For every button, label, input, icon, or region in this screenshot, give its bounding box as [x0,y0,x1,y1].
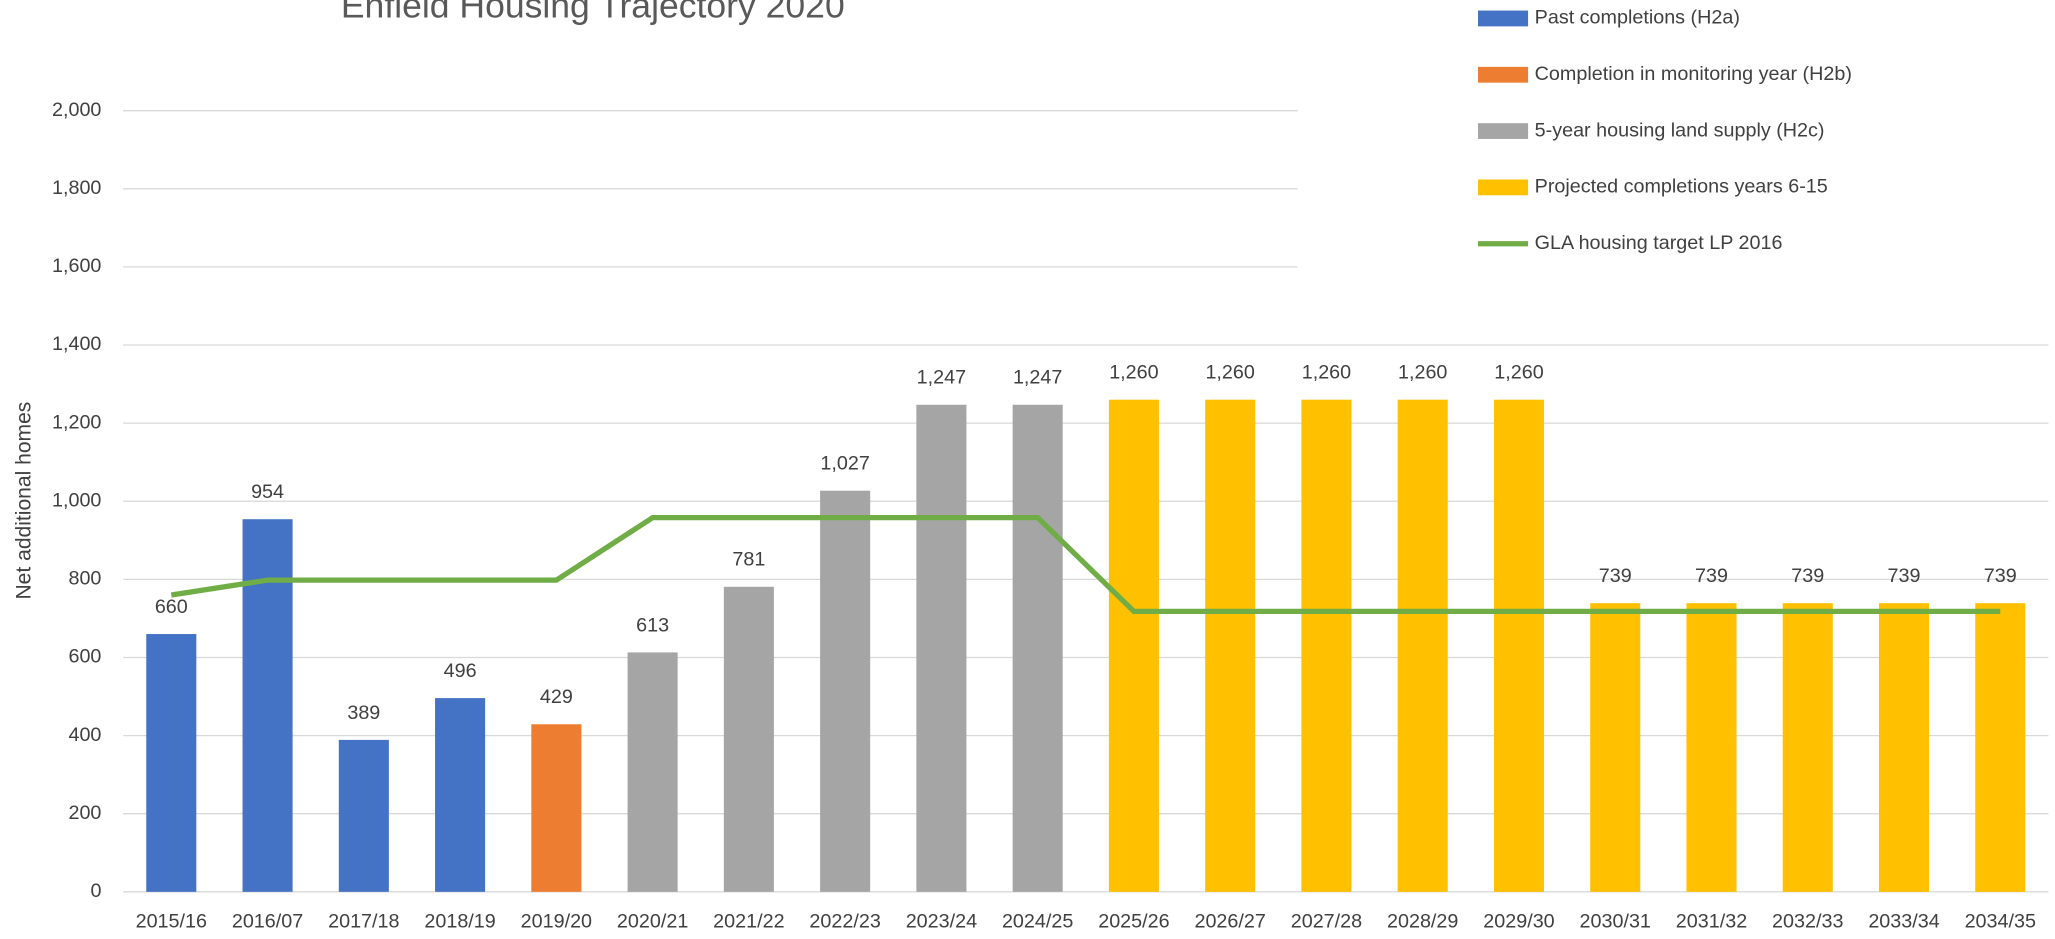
x-tick-label: 2016/07 [232,910,303,932]
chart-title: Enfield Housing Trajectory 2020 [341,0,845,25]
bar [242,519,293,892]
bar [723,586,774,892]
legend-label: Projected completions years 6-15 [1535,176,1828,198]
bar [1686,603,1737,892]
bar [1205,399,1256,892]
data-label: 781 [732,549,765,571]
x-tick-label: 2019/20 [521,910,592,932]
data-label: 954 [251,481,284,503]
x-tick-label: 2027/28 [1291,910,1362,932]
data-label: 660 [155,596,188,618]
bar [1108,399,1159,892]
data-label: 1,247 [1013,367,1062,389]
legend-swatch [1478,123,1529,139]
data-label: 613 [636,614,669,636]
data-label: 1,260 [1205,362,1254,384]
legend-background [1297,0,2055,297]
marks: 660 954 389 496 429 613 781 1,027 1,247 1,247 1,26… [146,362,2026,892]
bar [1590,603,1641,892]
x-tick-label: 2028/29 [1387,910,1458,932]
y-tick-label: 1,200 [52,411,101,433]
x-tick-label: 2015/16 [136,910,207,932]
data-label: 1,260 [1109,362,1158,384]
x-tick-label: 2024/25 [1002,910,1073,932]
bar [916,404,967,892]
x-tick-label: 2026/27 [1194,910,1265,932]
x-tick-label: 2025/26 [1098,910,1169,932]
legend-swatch [1478,10,1529,27]
x-tick-label: 2029/30 [1483,910,1554,932]
x-tick-label: 2034/35 [1965,910,2036,932]
y-tick-label: 1,400 [52,333,101,355]
legend-label: 5-year housing land supply (H2c) [1535,119,1825,141]
x-tick-label: 2031/32 [1676,910,1747,932]
bar [1975,603,2026,892]
bar [1493,399,1544,892]
bar [1878,603,1930,892]
bar [820,490,871,892]
x-tick-label: 2021/22 [713,910,784,932]
data-label: 739 [1695,565,1728,587]
x-tick-label: 2022/23 [809,910,880,932]
y-tick-label: 0 [90,880,101,902]
x-tick-label: 2030/31 [1580,910,1651,932]
y-tick-label: 600 [68,646,101,668]
data-label: 1,247 [917,367,966,389]
bar [1012,404,1063,892]
y-tick-label: 400 [68,724,101,746]
legend-swatch [1478,179,1529,196]
x-tick-label: 2033/34 [1868,910,1939,932]
y-tick-label: 800 [68,568,101,590]
bar [531,724,582,892]
x-tick-label: 2018/19 [424,910,495,932]
data-label: 429 [540,686,573,708]
data-label: 1,260 [1494,362,1543,384]
x-tick-label: 2023/24 [906,910,977,932]
data-label: 496 [444,660,477,682]
bar [338,739,389,892]
x-tick-label: 2017/18 [328,910,399,932]
y-tick-label: 1,800 [52,177,101,199]
x-tick-label: 2032/33 [1772,910,1843,932]
x-tick-label: 2020/21 [617,910,688,932]
data-label: 1,260 [1398,362,1447,384]
legend-swatch [1478,66,1529,83]
data-label: 1,260 [1302,362,1351,384]
bar [1782,603,1833,892]
y-tick-label: 200 [68,802,101,824]
y-tick-label: 1,600 [52,255,101,277]
y-tick-label: 1,000 [52,489,101,511]
data-label: 389 [347,702,380,724]
bar [1397,399,1448,892]
bar [146,634,197,892]
data-label: 739 [1888,565,1921,587]
legend-label: GLA housing target LP 2016 [1535,232,1783,254]
bar [1301,399,1352,892]
line [170,515,2001,615]
bar [627,652,678,892]
data-label: 1,027 [820,453,869,475]
legend-label: Past completions (H2a) [1535,7,1740,29]
data-label: 739 [1599,565,1632,587]
legend-label: Completion in monitoring year (H2b) [1535,63,1852,85]
data-label: 739 [1791,565,1824,587]
y-tick-label: 2,000 [52,99,101,121]
bar [435,698,486,892]
data-label: 739 [1984,565,2017,587]
y-axis-label: Net additional homes [13,402,36,600]
